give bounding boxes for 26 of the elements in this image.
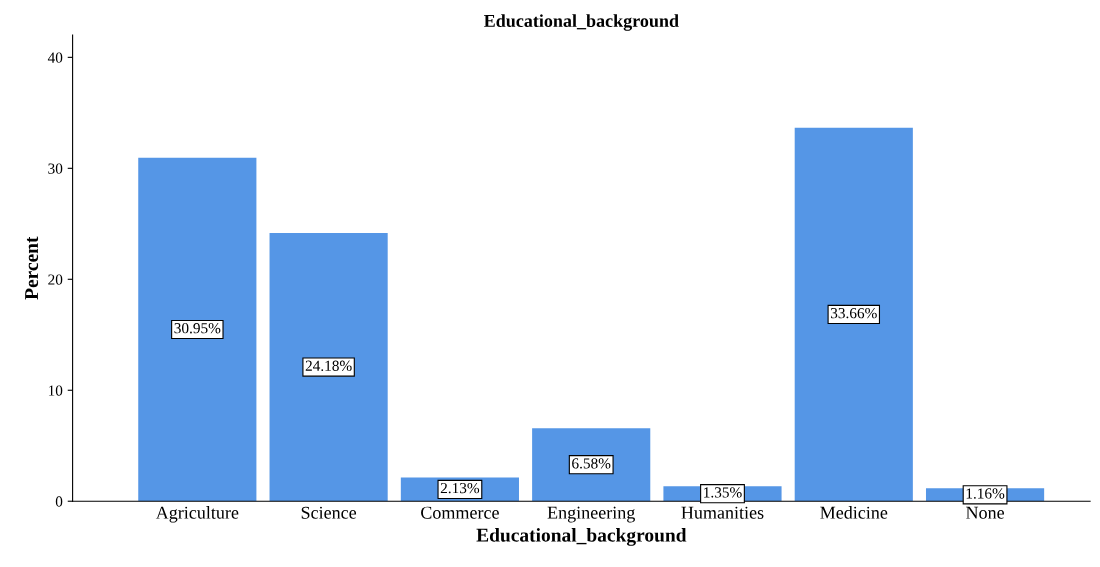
x-tick-label: Science	[301, 506, 357, 519]
x-axis-title: Educational_background	[476, 528, 687, 546]
bar	[794, 127, 913, 502]
data-label: 30.95%	[174, 323, 221, 334]
data-label: 1.35%	[704, 487, 742, 498]
x-tick-label: Humanities	[681, 506, 764, 519]
x-tick-label: Medicine	[820, 506, 888, 519]
y-tick-label: 30	[48, 163, 63, 174]
data-label: 2.13%	[440, 482, 480, 494]
data-label: 24.18%	[305, 360, 352, 371]
data-label: 1.16%	[966, 488, 1005, 499]
y-tick-label: 20	[48, 274, 63, 285]
x-tick-label: Agriculture	[155, 506, 239, 523]
y-tick-label: 0	[55, 496, 63, 507]
x-tick-label: Commerce	[421, 506, 499, 519]
bar	[138, 157, 257, 502]
y-tick-label: 10	[48, 385, 63, 396]
x-tick-label: Engineering	[547, 506, 635, 523]
x-tick-label: None	[966, 506, 1004, 519]
y-axis-title: Percent	[25, 236, 39, 300]
y-tick-label: 40	[47, 52, 63, 63]
data-label: 6.58%	[572, 458, 611, 469]
data-label: 33.66%	[830, 307, 877, 319]
bar	[269, 232, 388, 502]
bar	[532, 428, 651, 502]
chart-title: Educational_background	[483, 14, 679, 31]
